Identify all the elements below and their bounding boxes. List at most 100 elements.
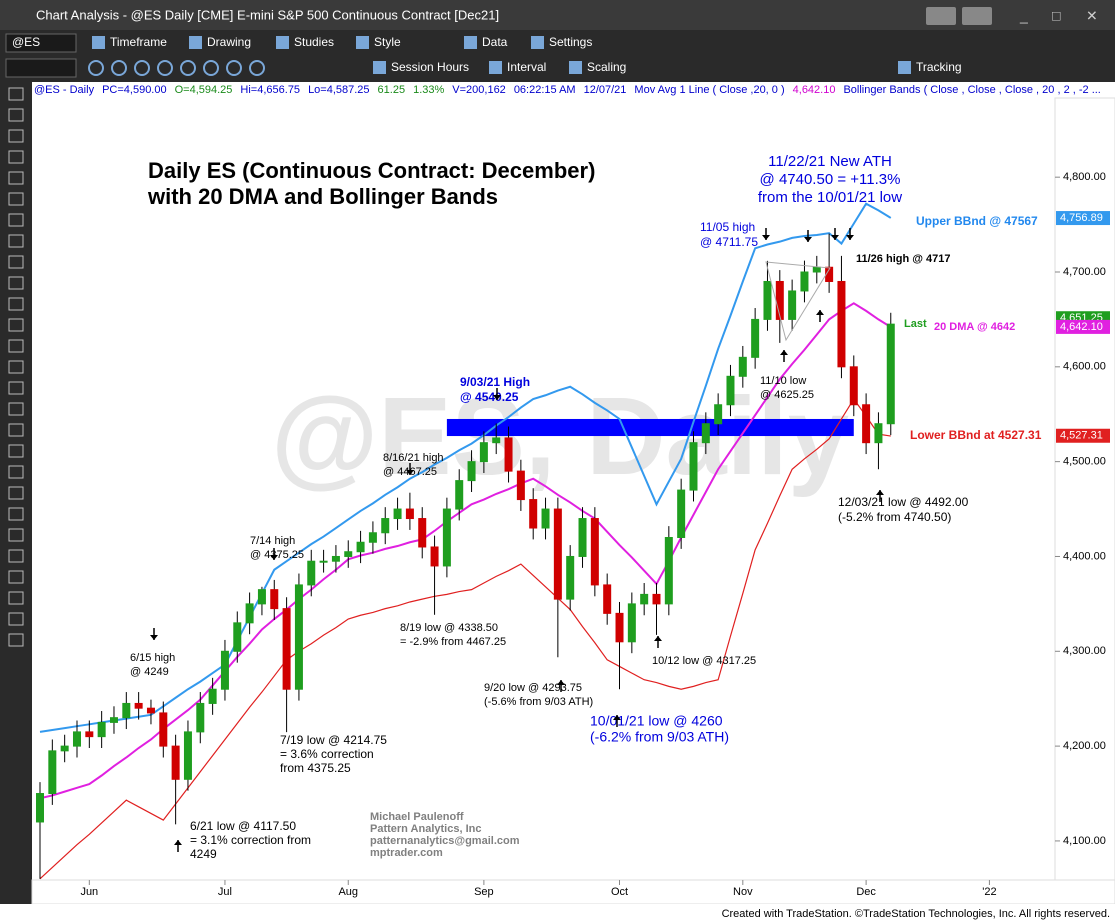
candle-body: [862, 404, 871, 444]
tool-icon[interactable]: [8, 591, 24, 605]
arrow-head: [846, 235, 854, 240]
tool-icon[interactable]: [8, 360, 24, 374]
toolbar-button[interactable]: Settings: [549, 35, 592, 49]
annotation: patternanalytics@gmail.com: [370, 835, 520, 847]
tool-icon[interactable]: [8, 192, 24, 206]
candle-body: [171, 745, 180, 780]
tool-icon[interactable]: [8, 234, 24, 248]
close[interactable]: ✕: [1086, 8, 1098, 24]
candle-body: [307, 560, 316, 586]
toolbar-icon: [226, 60, 242, 76]
tool-icon[interactable]: [8, 528, 24, 542]
candle-body: [72, 731, 81, 747]
y-tick-label: 4,800.00: [1063, 171, 1106, 183]
tool-icon[interactable]: [8, 108, 24, 122]
tool-icon[interactable]: [8, 255, 24, 269]
candle-body: [319, 560, 328, 563]
toolbar-icon: [356, 36, 369, 49]
candle-body: [159, 712, 168, 747]
tool-icon[interactable]: [8, 318, 24, 332]
link-button[interactable]: [926, 7, 956, 25]
toolbar-button[interactable]: Drawing: [207, 35, 251, 49]
annotation: = 3.1% correction from: [190, 833, 311, 847]
tool-icon[interactable]: [8, 549, 24, 563]
tool-icon[interactable]: [8, 612, 24, 626]
interval-box[interactable]: [5, 58, 77, 78]
candle-body: [677, 489, 686, 539]
candle-body: [36, 793, 44, 823]
candle-body: [837, 280, 846, 368]
toolbar-icon: [898, 61, 911, 74]
y-tick-label: 4,500.00: [1063, 456, 1106, 468]
toolbar-button[interactable]: Tracking: [916, 60, 962, 74]
x-tick-label: Jul: [218, 886, 232, 898]
x-tick-label: Aug: [338, 886, 358, 898]
arrow-head: [876, 490, 884, 495]
status-item: Lo=4,587.25: [308, 84, 369, 96]
indicator-line: [39, 397, 891, 880]
x-tick-label: '22: [982, 886, 996, 898]
toolbar-button[interactable]: Data: [482, 35, 508, 49]
tool-icon[interactable]: [8, 465, 24, 479]
tool-icon[interactable]: [8, 381, 24, 395]
tool-icon[interactable]: [8, 486, 24, 500]
tool-icon[interactable]: [8, 297, 24, 311]
toolbar-icon: [111, 60, 127, 76]
candle-body: [430, 546, 439, 567]
symbol-box[interactable]: [5, 33, 77, 53]
arrow-head: [150, 635, 158, 640]
annotation: from the 10/01/21 low: [758, 189, 902, 206]
tool-icon[interactable]: [8, 276, 24, 290]
toolbar-button[interactable]: Studies: [294, 35, 334, 49]
tool-icon[interactable]: [8, 150, 24, 164]
x-tick-label: Nov: [733, 886, 753, 898]
price-tag-label: 4,756.89: [1060, 212, 1103, 224]
candle-body: [627, 603, 636, 643]
plot: @ES, Daily: [36, 202, 895, 880]
arrow-head: [816, 310, 824, 315]
toolbar-button[interactable]: Style: [374, 35, 401, 49]
minimize[interactable]: _: [1019, 8, 1028, 24]
tool-icon[interactable]: [8, 129, 24, 143]
annotation: Last: [904, 318, 927, 330]
annotation: Upper BBnd @ 47567: [916, 214, 1038, 228]
candle-body: [763, 280, 772, 320]
tool-icon[interactable]: [8, 507, 24, 521]
x-tick-label: Dec: [856, 886, 876, 898]
footer: Created with TradeStation. ©TradeStation…: [722, 908, 1110, 920]
annotation: 9/03/21 High: [460, 375, 530, 389]
tool-icon[interactable]: [8, 570, 24, 584]
toolbar-button[interactable]: Timeframe: [110, 35, 167, 49]
annotation: 11/26 high @ 4717: [856, 253, 951, 265]
tool-icon[interactable]: [8, 402, 24, 416]
tool-icon[interactable]: [8, 423, 24, 437]
annotation: from 4375.25: [280, 761, 351, 775]
candle-body: [738, 356, 747, 377]
info-button[interactable]: [962, 7, 992, 25]
status-item: Bollinger Bands ( Close , Close , Close …: [843, 84, 1100, 96]
tool-icon[interactable]: [8, 633, 24, 647]
toolbar-button[interactable]: Scaling: [587, 60, 626, 74]
candle-body: [245, 603, 254, 624]
tool-icon[interactable]: [8, 213, 24, 227]
annotation: 11/05 high: [700, 220, 755, 234]
footer-bar: [0, 904, 1115, 922]
annotation: Lower BBnd at 4527.31: [910, 428, 1042, 442]
candle-body: [800, 271, 809, 292]
tool-icon[interactable]: [8, 339, 24, 353]
y-tick-label: 4,300.00: [1063, 645, 1106, 657]
annotation: 9/20 low @ 4293.75: [484, 682, 582, 694]
annotation: @ 4625.25: [760, 389, 814, 401]
x-tick-label: Sep: [474, 886, 494, 898]
toolbar-button[interactable]: Interval: [507, 60, 546, 74]
candle-body: [775, 280, 784, 320]
maximize[interactable]: □: [1052, 8, 1061, 24]
y-tick-label: 4,600.00: [1063, 361, 1106, 373]
candle-body: [405, 508, 414, 520]
tool-icon[interactable]: [8, 444, 24, 458]
toolbar-button[interactable]: Session Hours: [391, 60, 469, 74]
tool-icon[interactable]: [8, 171, 24, 185]
tool-icon[interactable]: [8, 87, 24, 101]
annotation: 7/14 high: [250, 535, 295, 547]
candle-body: [874, 423, 883, 444]
